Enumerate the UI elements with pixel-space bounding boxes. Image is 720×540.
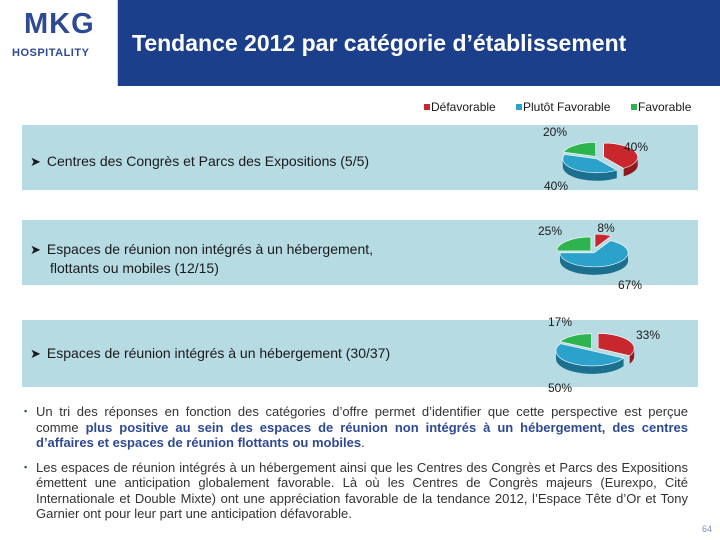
logo-primary-text: MKG (24, 8, 95, 40)
pie-slice-favorable (556, 236, 592, 252)
pie-chart-3: 33% 50% 17% (548, 315, 660, 395)
note-paragraph: ▪ Un tri des réponses en fonction des cat… (24, 404, 688, 451)
pie-data-label: 67% (618, 278, 642, 292)
page-number: 64 (701, 524, 712, 534)
legend-swatch (424, 104, 430, 110)
pie-slice-side (560, 252, 629, 275)
row-label-espaces-non-integres: ➤ Espaces de réunion non intégrés à un hé… (30, 240, 373, 278)
legend-label: Défavorable (431, 100, 496, 114)
legend-item-plutot-favorable: Plutôt Favorable (516, 100, 610, 114)
row-label-espaces-integres: ➤ Espaces de réunion intégrés à un héberg… (30, 344, 390, 363)
pie-slice-side (556, 350, 624, 374)
note-text: Un tri des réponses en fonction des caté… (36, 404, 688, 435)
row-label-line: Centres des Congrès et Parcs des Exposit… (46, 153, 370, 169)
note-highlight: plus positive au sein des espaces de réu… (36, 419, 688, 451)
row-label-centres-congres: ➤ Centres des Congrès et Parcs des Exposi… (30, 152, 369, 171)
legend-swatch (631, 104, 637, 110)
row-label-line: Espaces de réunion intégrés à un héberge… (46, 345, 391, 361)
pie-slice-plutôt-favorable (562, 154, 618, 174)
pie-slice-side (562, 158, 617, 181)
logo-secondary-text: HOSPITALITY (12, 47, 90, 59)
note-paragraph: ▪ Les espaces de réunion intégrés à un hé… (24, 460, 688, 522)
row-label-line: flottants ou mobiles (12/15) (50, 260, 219, 276)
arrow-bullet-icon: ➤ (30, 154, 41, 169)
pie-slice-défavorable (594, 233, 613, 249)
bullet-icon: ▪ (24, 406, 28, 416)
header-bar: MKG HOSPITALITY Tendance 2012 par catégo… (0, 0, 720, 86)
pie-data-label: 17% (548, 315, 572, 329)
pie-slice-plutôt-favorable (555, 343, 625, 367)
pie-data-label: 25% (538, 224, 562, 238)
pie-chart-1: 40% 40% 20% (543, 125, 648, 193)
logo: MKG HOSPITALITY (0, 0, 118, 86)
pie-data-label: 40% (544, 179, 568, 193)
notes-section: ▪ Un tri des réponses en fonction des cat… (24, 404, 688, 531)
pie-slice-défavorable (603, 142, 638, 169)
pie-slice-plutôt-favorable (559, 240, 629, 268)
pie-slice-side (623, 157, 638, 177)
page-title: Tendance 2012 par catégorie d’établissem… (132, 30, 627, 56)
pie-chart-2: 8% 67% 25% (538, 221, 642, 292)
pie-data-label: 20% (543, 125, 567, 139)
pie-data-label: 33% (636, 328, 660, 342)
legend-item-defavorable: Défavorable (424, 100, 496, 114)
note-text: Les espaces de réunion intégrés à un héb… (36, 459, 688, 522)
legend-swatch (516, 104, 522, 110)
pie-data-label: 8% (597, 221, 615, 235)
row-label-line: Espaces de réunion non intégrés à un héb… (46, 241, 374, 257)
pie-slice-favorable (562, 142, 596, 157)
bullet-icon: ▪ (24, 461, 28, 472)
arrow-bullet-icon: ➤ (30, 346, 41, 361)
legend-label: Plutôt Favorable (523, 100, 611, 114)
note-text-end: . (361, 435, 365, 450)
pie-slice-défavorable (597, 333, 635, 357)
arrow-bullet-icon: ➤ (30, 242, 41, 257)
pie-data-label: 40% (624, 140, 648, 154)
pie-data-label: 50% (548, 381, 572, 395)
legend-item-favorable: Favorable (631, 100, 691, 114)
pie-slice-favorable (559, 333, 592, 350)
legend-label: Favorable (638, 100, 692, 114)
